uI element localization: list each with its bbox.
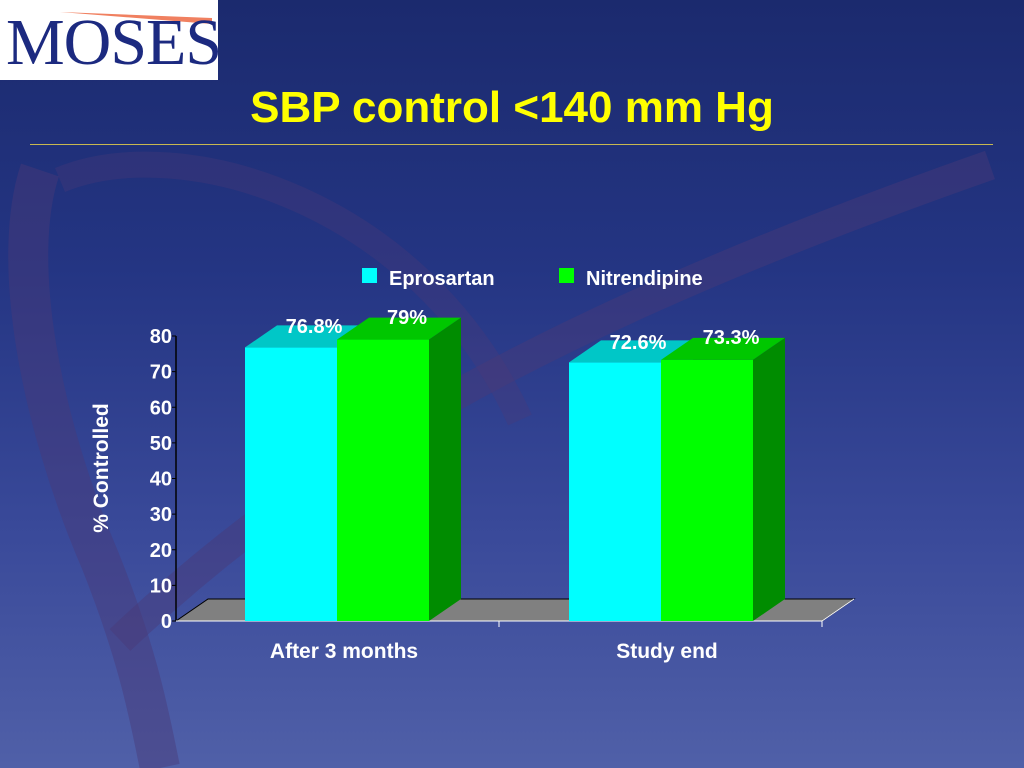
x-tick-label: After 3 months: [270, 640, 418, 663]
bar-top: [661, 337, 785, 360]
y-tick-label: 50: [150, 433, 172, 455]
floor-edge: [821, 598, 855, 622]
y-tick-label: 0: [161, 611, 172, 633]
y-tick-label: 80: [150, 326, 172, 348]
legend-label: Nitrendipine: [586, 268, 703, 290]
logo-text: MOSES: [6, 6, 222, 79]
data-label: 73.3%: [703, 327, 760, 349]
bar-top: [569, 340, 693, 363]
bar-front: [661, 359, 753, 621]
y-tick-label: 70: [150, 362, 172, 384]
slide-title: SBP control <140 mm Hg: [250, 83, 774, 132]
y-tick-label: 40: [150, 469, 172, 491]
bar-side: [753, 337, 785, 621]
y-tick-label: 60: [150, 397, 172, 419]
bar-front: [337, 339, 429, 621]
y-axis-title: % Controlled: [90, 403, 113, 533]
y-tick-label: 10: [150, 575, 172, 597]
bar-top: [337, 317, 461, 340]
bar-side: [429, 317, 461, 621]
moses-logo: MOSES: [0, 0, 222, 80]
legend-label: Eprosartan: [389, 268, 495, 290]
logo-swoosh-icon: [60, 12, 212, 24]
data-label: 76.8%: [286, 316, 343, 338]
y-tick-label: 20: [150, 540, 172, 562]
bar-front: [245, 347, 337, 621]
x-tick-label: Study end: [616, 640, 718, 663]
data-label: 72.6%: [610, 332, 667, 354]
title-divider: [30, 144, 993, 145]
data-label: 79%: [387, 307, 427, 329]
legend-swatch-eprosartan: [362, 268, 377, 283]
bar-nitrendipine-1: [661, 337, 785, 621]
legend-swatch-nitrendipine: [559, 268, 574, 283]
bar-front: [569, 362, 661, 621]
bar-nitrendipine-0: [337, 317, 461, 621]
y-tick-label: 30: [150, 504, 172, 526]
